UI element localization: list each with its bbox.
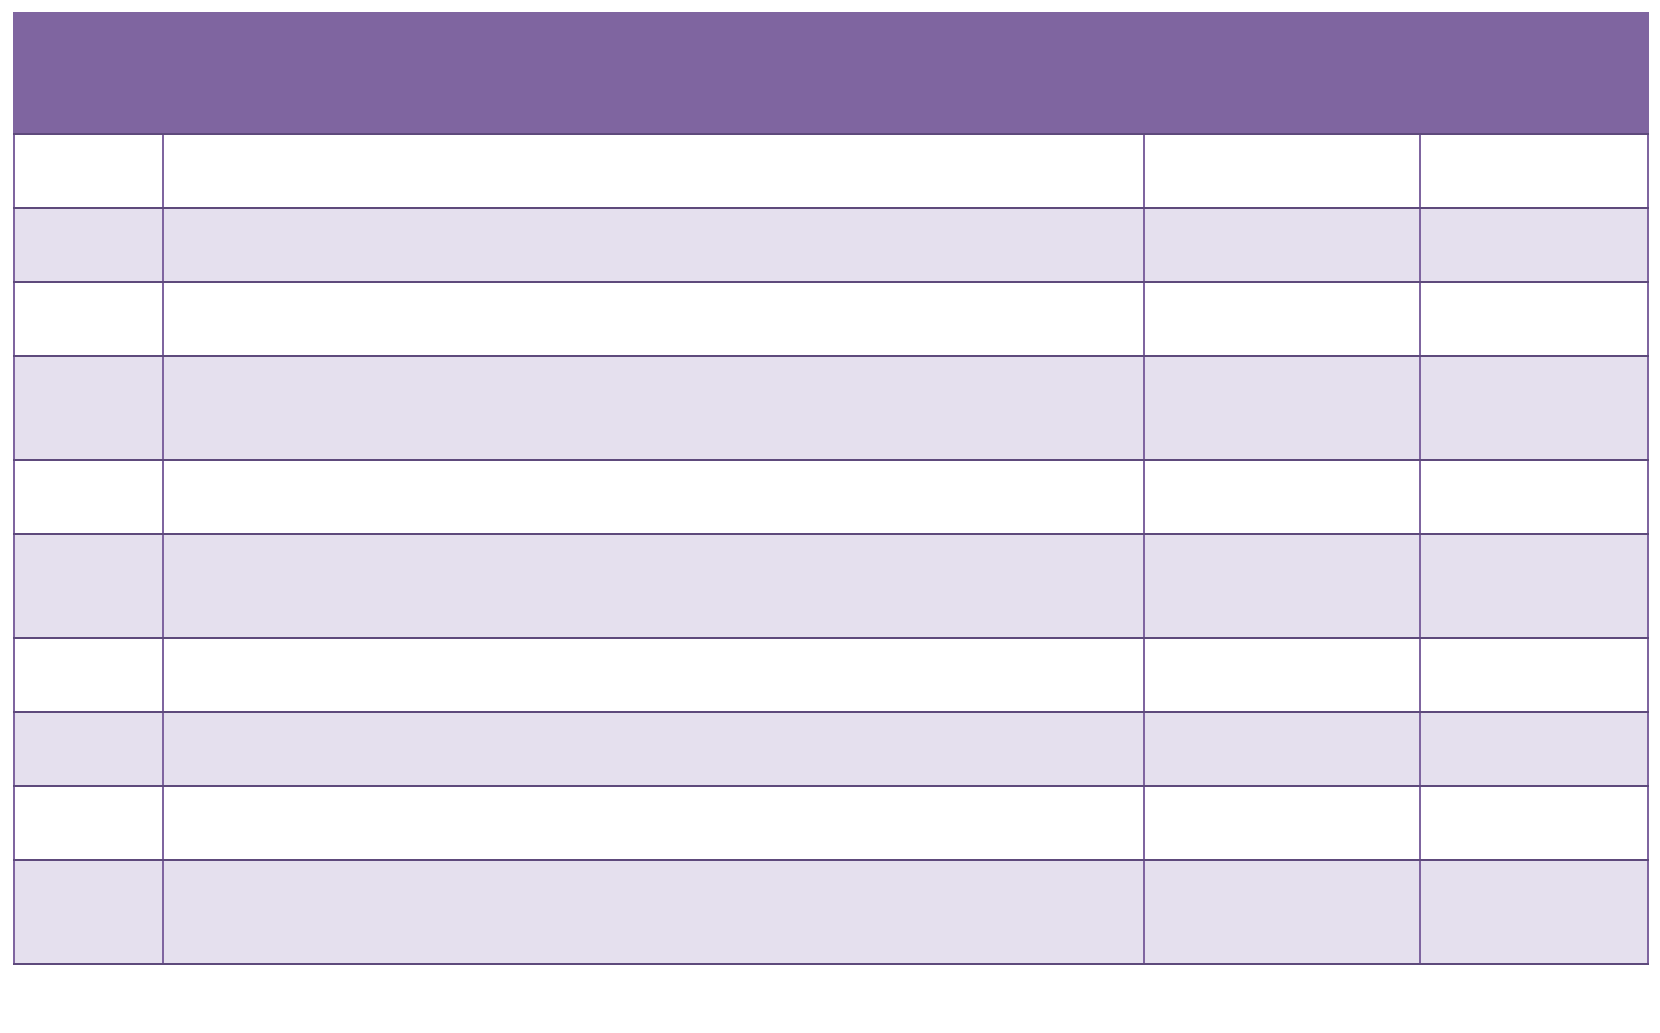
table-cell (1419, 133, 1649, 209)
table-cell (13, 355, 164, 461)
table-row (13, 355, 1649, 461)
table-cell (162, 133, 1145, 209)
table-row (13, 711, 1649, 787)
table-cell (1419, 207, 1649, 283)
table-cell (1419, 637, 1649, 713)
table-cell (13, 281, 164, 357)
table-cell (162, 859, 1145, 965)
table-row (13, 533, 1649, 639)
table-cell (162, 355, 1145, 461)
table-cell (1143, 533, 1421, 639)
table-cell (162, 207, 1145, 283)
table-cell (13, 859, 164, 965)
table-cell (1143, 207, 1421, 283)
table-cell (1143, 859, 1421, 965)
table-cell (162, 711, 1145, 787)
table-row (13, 281, 1649, 357)
table-cell (1419, 711, 1649, 787)
table-cell (13, 711, 164, 787)
table-cell (1143, 637, 1421, 713)
table-cell (1419, 281, 1649, 357)
table-cell (1143, 711, 1421, 787)
table-cell (1143, 459, 1421, 535)
data-table (13, 12, 1649, 965)
table-cell (1143, 281, 1421, 357)
table-cell (1143, 355, 1421, 461)
table-cell (13, 637, 164, 713)
table-cell (1143, 785, 1421, 861)
table-body (13, 133, 1649, 965)
table-row (13, 859, 1649, 965)
table-cell (1419, 785, 1649, 861)
table-cell (1419, 859, 1649, 965)
table-row (13, 459, 1649, 535)
table-cell (162, 533, 1145, 639)
table-cell (1419, 459, 1649, 535)
table-row (13, 785, 1649, 861)
table-cell (1143, 133, 1421, 209)
table-cell (13, 533, 164, 639)
table-cell (13, 133, 164, 209)
table-header-row (13, 12, 1649, 135)
table-cell (162, 459, 1145, 535)
table-header (13, 12, 1649, 135)
table-cell (162, 637, 1145, 713)
table-cell (162, 281, 1145, 357)
table-cell (13, 459, 164, 535)
table-row (13, 133, 1649, 209)
table-cell (13, 207, 164, 283)
table-cell (1419, 533, 1649, 639)
table-cell (13, 785, 164, 861)
table-row (13, 207, 1649, 283)
table-row (13, 637, 1649, 713)
table-cell (162, 785, 1145, 861)
table-cell (1419, 355, 1649, 461)
